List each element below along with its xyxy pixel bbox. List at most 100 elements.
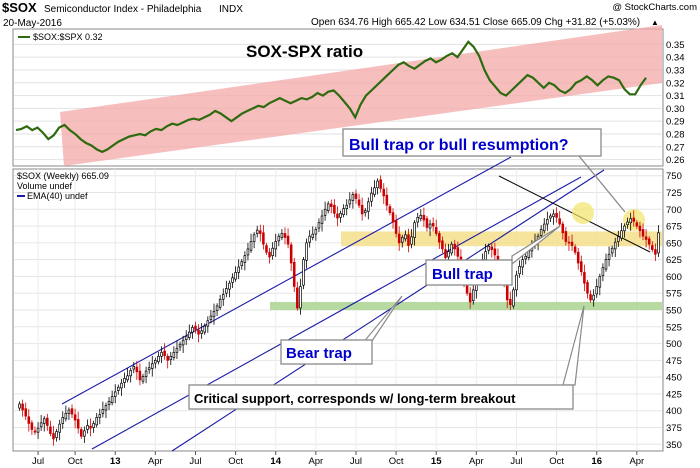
candle-down <box>262 232 265 245</box>
candle-down <box>382 188 386 197</box>
candle-down <box>268 251 271 258</box>
resistance-band <box>341 231 662 247</box>
candle-down <box>580 261 583 273</box>
candle-up <box>18 403 21 409</box>
candle-up <box>231 277 234 283</box>
candle-up <box>61 417 65 424</box>
volume-legend-label: Volume undef <box>17 181 73 191</box>
x-tick-label: Jul <box>350 456 362 467</box>
callout-bear-trap: Bear trap <box>286 345 352 362</box>
x-tick-label: Oct <box>389 456 404 467</box>
candle-down <box>641 229 645 237</box>
candle-up <box>626 221 629 226</box>
x-tick-label: Oct <box>549 456 564 467</box>
candle-down <box>644 236 648 240</box>
candle-down <box>49 426 52 434</box>
candle-up <box>610 247 614 254</box>
candle-up <box>200 330 203 334</box>
candle-up <box>363 210 367 213</box>
candle-down <box>444 249 447 258</box>
candle-up <box>657 232 660 254</box>
candle-down <box>576 251 580 264</box>
candle-up <box>351 194 355 201</box>
price-tick-label: 475 <box>666 356 682 367</box>
candle-up <box>225 288 228 294</box>
candle-up <box>160 351 163 357</box>
candle-down <box>336 213 339 219</box>
candle-down <box>391 212 395 223</box>
candle-up <box>147 367 151 371</box>
candle-down <box>27 416 31 424</box>
price-tick-label: 725 <box>666 188 682 199</box>
candle-down <box>89 425 92 429</box>
candle-up <box>450 243 453 254</box>
ratio-title: SOX-SPX ratio <box>246 42 363 61</box>
candle-down <box>360 204 364 215</box>
candle-down <box>561 223 565 234</box>
candle-up <box>110 396 114 404</box>
time-x-axis: Jul Oct 13 Apr Jul Oct 14 Apr Jul Oct 15 Apr Jul Oct 1… <box>32 451 644 467</box>
candle-up <box>83 430 86 437</box>
price-grid <box>14 169 662 451</box>
price-tick-label: 450 <box>666 373 682 384</box>
candle-up <box>367 201 370 212</box>
candle-down <box>589 294 592 301</box>
candle-up <box>410 236 413 245</box>
candle-down <box>135 366 139 373</box>
candle-up <box>129 370 132 377</box>
chart-header: $SOX Semiconductor Index - Philadelphia … <box>2 0 697 29</box>
x-tick-label: 13 <box>110 456 121 467</box>
candle-up <box>376 180 379 189</box>
x-tick-label: Oct <box>68 456 83 467</box>
candle-down <box>567 241 571 244</box>
callout-leader-top <box>578 155 626 213</box>
candle-up <box>274 241 278 250</box>
candle-down <box>33 430 37 433</box>
callout-box-support <box>188 384 574 410</box>
x-tick-label: Apr <box>629 456 644 467</box>
ratio-line <box>15 40 647 154</box>
x-tick-label: Apr <box>148 456 163 467</box>
candle-up <box>132 366 136 370</box>
candle-up <box>546 219 549 225</box>
price-tick-label: 675 <box>666 222 682 233</box>
x-tick-label: Jul <box>510 456 522 467</box>
candle-down <box>379 179 382 189</box>
candle-up <box>64 413 68 420</box>
price-tick-label: 425 <box>666 389 682 400</box>
candle-up <box>178 343 182 348</box>
candle-down <box>407 234 410 246</box>
candle-up <box>623 225 626 232</box>
price-tick-label: 550 <box>666 306 682 317</box>
x-tick-label: Jul <box>32 456 44 467</box>
candle-up <box>620 230 623 239</box>
ratio-tick-label: 0.31 <box>666 91 685 102</box>
ratio-tick-label: 0.27 <box>666 142 685 153</box>
candle-up <box>345 204 348 209</box>
candle-down <box>468 292 472 303</box>
price-tick-label: 575 <box>666 289 682 300</box>
candle-up <box>154 360 157 364</box>
candle-down <box>583 272 586 284</box>
price-tick-label: 600 <box>666 272 682 283</box>
ratio-tick-label: 0.28 <box>666 129 685 140</box>
candle-up <box>515 274 518 291</box>
candle-up <box>42 418 46 424</box>
candle-up <box>302 259 305 286</box>
candle-down <box>73 414 77 421</box>
price-tick-label: 750 <box>666 171 682 182</box>
candle-down <box>564 231 568 242</box>
candle-up <box>39 422 43 428</box>
candle-down <box>632 217 636 222</box>
price-tick-label: 350 <box>666 440 682 451</box>
candle-up <box>117 386 120 391</box>
candle-up <box>240 261 244 267</box>
x-tick-label: Jul <box>189 456 201 467</box>
candle-up <box>120 382 123 389</box>
callout-box-bear-trap <box>280 339 373 365</box>
candle-down <box>197 329 200 335</box>
candle-up <box>317 222 321 229</box>
candle-up <box>36 427 40 433</box>
ratio-tick-label: 0.29 <box>666 117 685 128</box>
candle-down <box>490 246 494 250</box>
